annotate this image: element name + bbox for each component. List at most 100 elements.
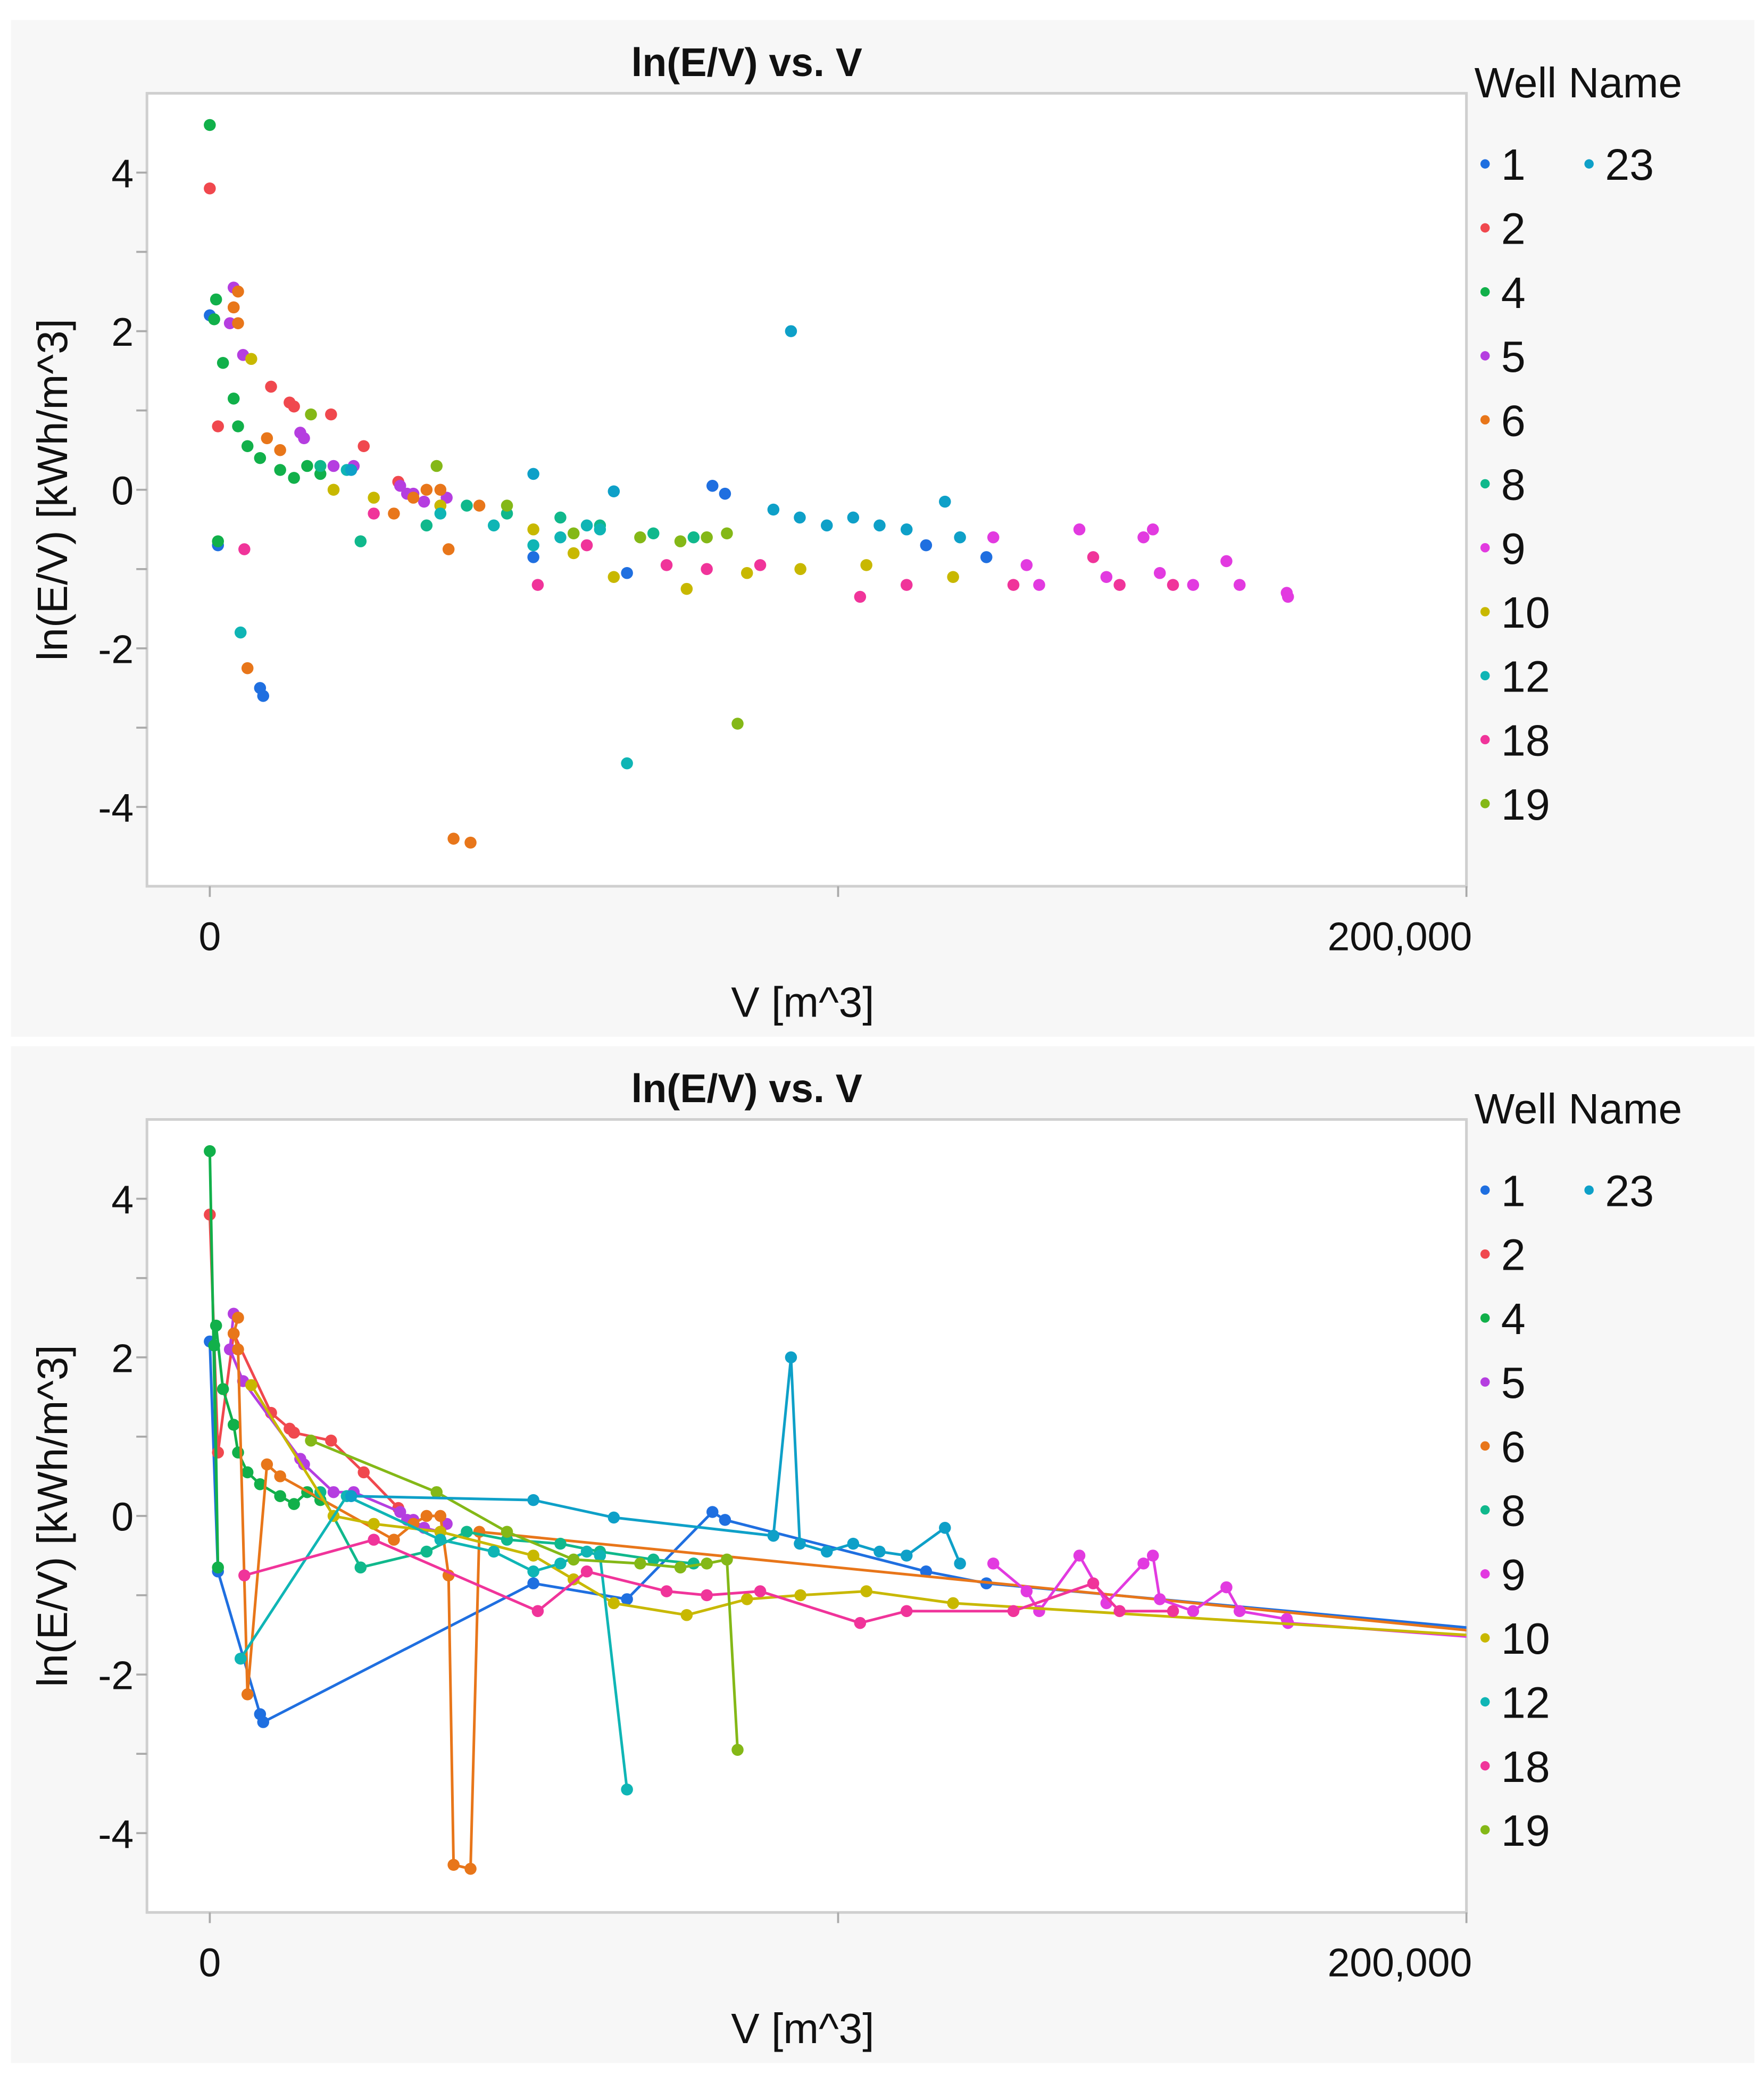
data-point: [567, 547, 580, 560]
data-point: [204, 119, 216, 131]
legend-marker: [1480, 735, 1490, 745]
legend-item-8[interactable]: 8: [1480, 1486, 1526, 1536]
data-point: [554, 511, 567, 524]
data-point: [288, 1427, 300, 1439]
legend-item-1[interactable]: 1: [1480, 140, 1526, 189]
data-layer: [204, 119, 1294, 849]
legend-item-18[interactable]: 18: [1480, 716, 1550, 765]
data-point: [674, 535, 687, 547]
plot-area: [145, 1118, 1468, 1914]
data-point: [1187, 579, 1200, 591]
data-point: [1137, 1557, 1150, 1570]
data-point: [554, 1557, 567, 1570]
x-tick-label: 200,000: [1328, 1940, 1472, 1985]
legend-item-6[interactable]: 6: [1480, 396, 1526, 445]
data-point: [227, 393, 240, 405]
data-point: [873, 519, 886, 532]
data-point: [785, 325, 797, 337]
data-point: [257, 690, 270, 702]
data-point: [820, 519, 833, 532]
data-point: [501, 1526, 513, 1538]
legend-label: 12: [1501, 652, 1550, 701]
data-point: [501, 499, 513, 512]
legend-item-4[interactable]: 4: [1480, 1294, 1526, 1344]
legend-item-18[interactable]: 18: [1480, 1742, 1550, 1792]
data-point: [860, 1585, 872, 1597]
legend-item-19[interactable]: 19: [1480, 1806, 1550, 1855]
data-point: [687, 531, 700, 544]
legend-marker: [1480, 1825, 1490, 1835]
legend-item-10[interactable]: 10: [1480, 588, 1550, 637]
data-point: [731, 718, 744, 730]
data-point: [701, 563, 713, 576]
data-point: [740, 1593, 753, 1605]
legend-item-10[interactable]: 10: [1480, 1614, 1550, 1663]
data-point: [531, 1605, 544, 1618]
data-point: [238, 543, 251, 555]
legend-marker: [1480, 1633, 1490, 1643]
legend-marker: [1480, 1505, 1490, 1515]
legend-item-23[interactable]: 23: [1584, 140, 1654, 189]
legend-item-23[interactable]: 23: [1584, 1166, 1654, 1215]
data-point: [567, 1573, 580, 1586]
data-point: [420, 484, 433, 496]
data-point: [212, 1561, 224, 1574]
data-point: [1153, 567, 1166, 579]
legend-item-12[interactable]: 12: [1480, 652, 1550, 701]
data-point: [567, 1553, 580, 1566]
data-point: [706, 1506, 719, 1518]
data-point: [434, 484, 447, 496]
series-well-6: [227, 285, 486, 849]
data-point: [232, 1343, 244, 1356]
legend-item-4[interactable]: 4: [1480, 268, 1526, 318]
data-point: [701, 1557, 713, 1570]
data-point: [608, 1597, 620, 1610]
series-well-10: [245, 353, 959, 595]
y-tick-label: -4: [98, 1812, 134, 1856]
data-point: [920, 1565, 933, 1578]
data-point: [621, 1593, 633, 1605]
data-point: [621, 757, 633, 770]
legend-item-6[interactable]: 6: [1480, 1422, 1526, 1471]
data-point: [721, 527, 733, 540]
legend-item-2[interactable]: 2: [1480, 1230, 1526, 1280]
data-point: [580, 1545, 593, 1558]
legend-item-5[interactable]: 5: [1480, 1358, 1526, 1407]
data-point: [261, 432, 273, 445]
data-point: [527, 1565, 539, 1578]
data-point: [212, 535, 224, 547]
data-point: [608, 485, 620, 498]
legend-item-19[interactable]: 19: [1480, 780, 1550, 829]
data-point: [257, 1716, 270, 1728]
chart-panel-scatter: ln(E/V) vs. V 4 2 0 -2 -4 0 200,000 V [m^3] ln(E/…: [11, 20, 1754, 1037]
data-point: [527, 1549, 539, 1562]
data-point: [939, 495, 951, 508]
data-point: [740, 567, 753, 579]
data-point: [820, 1545, 833, 1558]
data-point: [767, 1529, 780, 1542]
data-point: [327, 484, 340, 496]
series-well-6: [227, 1311, 1467, 1875]
data-point: [217, 1383, 229, 1395]
data-point: [234, 1652, 247, 1665]
data-point: [217, 356, 229, 369]
series-well-2: [204, 1209, 404, 1514]
legend-label: 8: [1501, 1486, 1526, 1536]
legend-item-5[interactable]: 5: [1480, 332, 1526, 381]
y-axis-label: ln(E/V) [kWh/m^3]: [28, 319, 76, 661]
data-point: [1233, 1605, 1246, 1618]
legend-item-9[interactable]: 9: [1480, 1550, 1526, 1599]
data-point: [227, 1419, 240, 1431]
data-point: [394, 1506, 406, 1518]
legend-title: Well Name: [1475, 59, 1683, 106]
legend-label: 8: [1501, 460, 1526, 510]
legend-label: 6: [1501, 396, 1526, 445]
data-point: [245, 353, 257, 365]
legend-item-8[interactable]: 8: [1480, 460, 1526, 510]
legend-item-1[interactable]: 1: [1480, 1166, 1526, 1215]
data-point: [754, 559, 767, 571]
legend-item-12[interactable]: 12: [1480, 1678, 1550, 1728]
legend-item-9[interactable]: 9: [1480, 524, 1526, 573]
data-point: [660, 559, 673, 571]
legend-item-2[interactable]: 2: [1480, 204, 1526, 253]
